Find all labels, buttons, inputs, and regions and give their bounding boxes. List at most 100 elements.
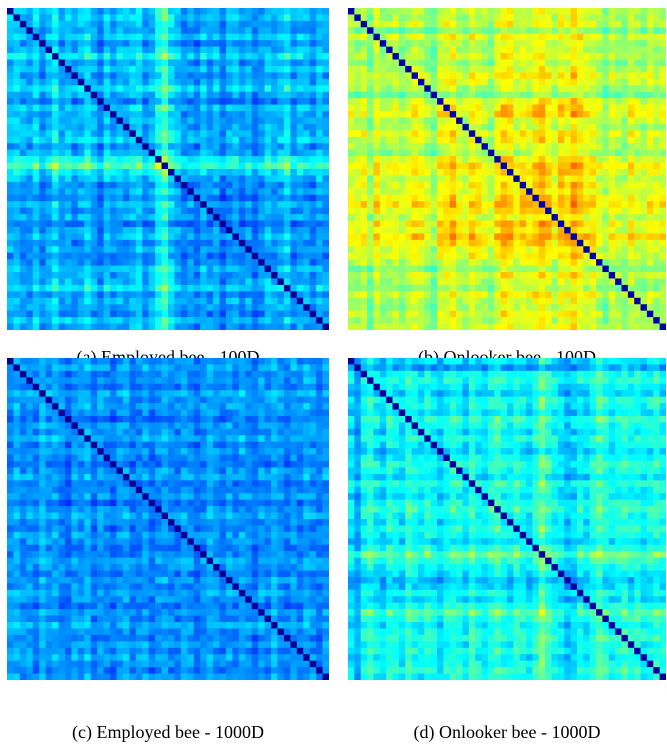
heatmap-a-cell — [103, 72, 111, 80]
heatmap-b-cell — [627, 175, 635, 183]
heatmap-b-cell — [646, 33, 654, 41]
heatmap-a-cell — [200, 188, 208, 196]
heatmap-b-cell — [519, 194, 527, 202]
heatmap-b-cell — [621, 317, 629, 325]
heatmap-a-cell — [206, 65, 214, 73]
heatmap-a-cell — [322, 117, 329, 125]
heatmap-a-cell — [277, 201, 285, 209]
heatmap-b-cell — [545, 188, 553, 196]
heatmap-a-cell — [103, 265, 111, 273]
heatmap-a-cell — [142, 46, 150, 54]
heatmap-b-cell — [532, 46, 540, 54]
heatmap-a-cell — [193, 233, 201, 241]
heatmap-a-cell — [200, 291, 208, 299]
heatmap-b-cell — [634, 40, 642, 48]
heatmap-b-cell — [538, 310, 546, 318]
heatmap-b-cell — [386, 239, 394, 247]
heatmap-b-cell — [538, 104, 546, 112]
heatmap-a-cell — [103, 246, 111, 254]
heatmap-b-cell — [634, 130, 642, 138]
heatmap-b-cell — [646, 65, 654, 73]
heatmap-a-cell — [303, 8, 311, 16]
heatmap-a-cell — [116, 259, 124, 267]
heatmap-a-cell — [316, 323, 324, 330]
heatmap-b-cell — [405, 59, 413, 67]
heatmap-a-cell — [97, 98, 105, 106]
heatmap-a-cell — [26, 252, 34, 260]
heatmap-b-cell — [627, 111, 635, 119]
heatmap-b-cell — [411, 85, 419, 93]
heatmap-a-cell — [309, 53, 317, 61]
heatmap-b-cell — [576, 65, 584, 73]
heatmap-b-cell — [379, 252, 387, 260]
heatmap-b-cell — [392, 85, 400, 93]
heatmap-b-cell — [538, 8, 546, 16]
heatmap-b-cell — [411, 291, 419, 299]
heatmap-a-cell — [238, 233, 246, 241]
heatmap-b-cell — [392, 78, 400, 86]
heatmap-a-cell — [200, 33, 208, 41]
heatmap-a-cell — [303, 323, 311, 330]
heatmap-a-cell — [64, 220, 72, 228]
heatmap-a-cell — [219, 53, 227, 61]
heatmap-b-cell — [437, 246, 444, 254]
heatmap-b-cell — [443, 149, 451, 157]
heatmap-b-cell — [596, 20, 603, 28]
heatmap-b-cell — [443, 220, 451, 228]
heatmap-b-cell — [494, 175, 502, 183]
heatmap-b-cell — [430, 98, 438, 106]
heatmap-a-cell — [180, 265, 188, 273]
heatmap-a-cell — [245, 272, 253, 280]
heatmap-a-cell — [26, 8, 34, 16]
heatmap-b-cell — [379, 130, 387, 138]
heatmap-a-cell — [309, 233, 317, 241]
heatmap-b-cell — [398, 226, 406, 234]
heatmap-b-cell — [386, 297, 394, 305]
heatmap-a-cell — [52, 246, 60, 254]
heatmap-a-cell — [97, 46, 105, 54]
heatmap-a-cell — [206, 104, 214, 112]
heatmap-a-cell — [45, 117, 53, 125]
heatmap-a-cell — [122, 175, 130, 183]
heatmap-a-cell — [232, 207, 240, 215]
heatmap-a-cell — [303, 297, 311, 305]
heatmap-b-cell — [424, 317, 432, 325]
heatmap-b-cell — [596, 201, 603, 209]
heatmap-a-cell — [129, 284, 137, 292]
heatmap-b-cell — [443, 233, 451, 241]
heatmap-a-cell — [122, 291, 130, 299]
heatmap-a-cell — [316, 130, 324, 138]
heatmap-a-cell — [161, 233, 169, 241]
heatmap-b-cell — [557, 59, 565, 67]
heatmap-b-cell — [398, 317, 406, 325]
heatmap-b-cell — [367, 111, 375, 119]
heatmap-a-cell — [97, 233, 105, 241]
heatmap-b-cell — [462, 8, 470, 16]
heatmap-a-cell — [77, 14, 85, 22]
heatmap-a-cell — [264, 291, 272, 299]
heatmap-a-cell — [245, 33, 253, 41]
heatmap-b-cell — [443, 188, 451, 196]
heatmap-a-cell — [122, 310, 130, 318]
heatmap-a-cell — [174, 201, 182, 209]
heatmap-a-cell — [180, 291, 188, 299]
heatmap-a-cell — [90, 53, 98, 61]
heatmap-a-cell — [316, 20, 324, 28]
heatmap-a-cell — [148, 98, 156, 106]
heatmap-b-cell — [564, 130, 572, 138]
heatmap-b-cell — [596, 252, 603, 260]
heatmap-a-cell — [58, 284, 66, 292]
heatmap-a-cell — [39, 72, 47, 80]
heatmap-b-cell — [456, 98, 464, 106]
heatmap-b-cell — [532, 284, 540, 292]
heatmap-b-cell — [481, 143, 489, 151]
heatmap-a-cell — [71, 181, 79, 189]
heatmap-b-cell — [449, 259, 457, 267]
heatmap-a-cell — [122, 252, 130, 260]
heatmap-a-cell — [84, 72, 92, 80]
heatmap-a-cell — [148, 123, 156, 131]
heatmap-a-cell — [206, 130, 214, 138]
heatmap-a-cell — [26, 291, 34, 299]
heatmap-b-cell — [634, 46, 642, 54]
heatmap-a-cell — [187, 78, 195, 86]
